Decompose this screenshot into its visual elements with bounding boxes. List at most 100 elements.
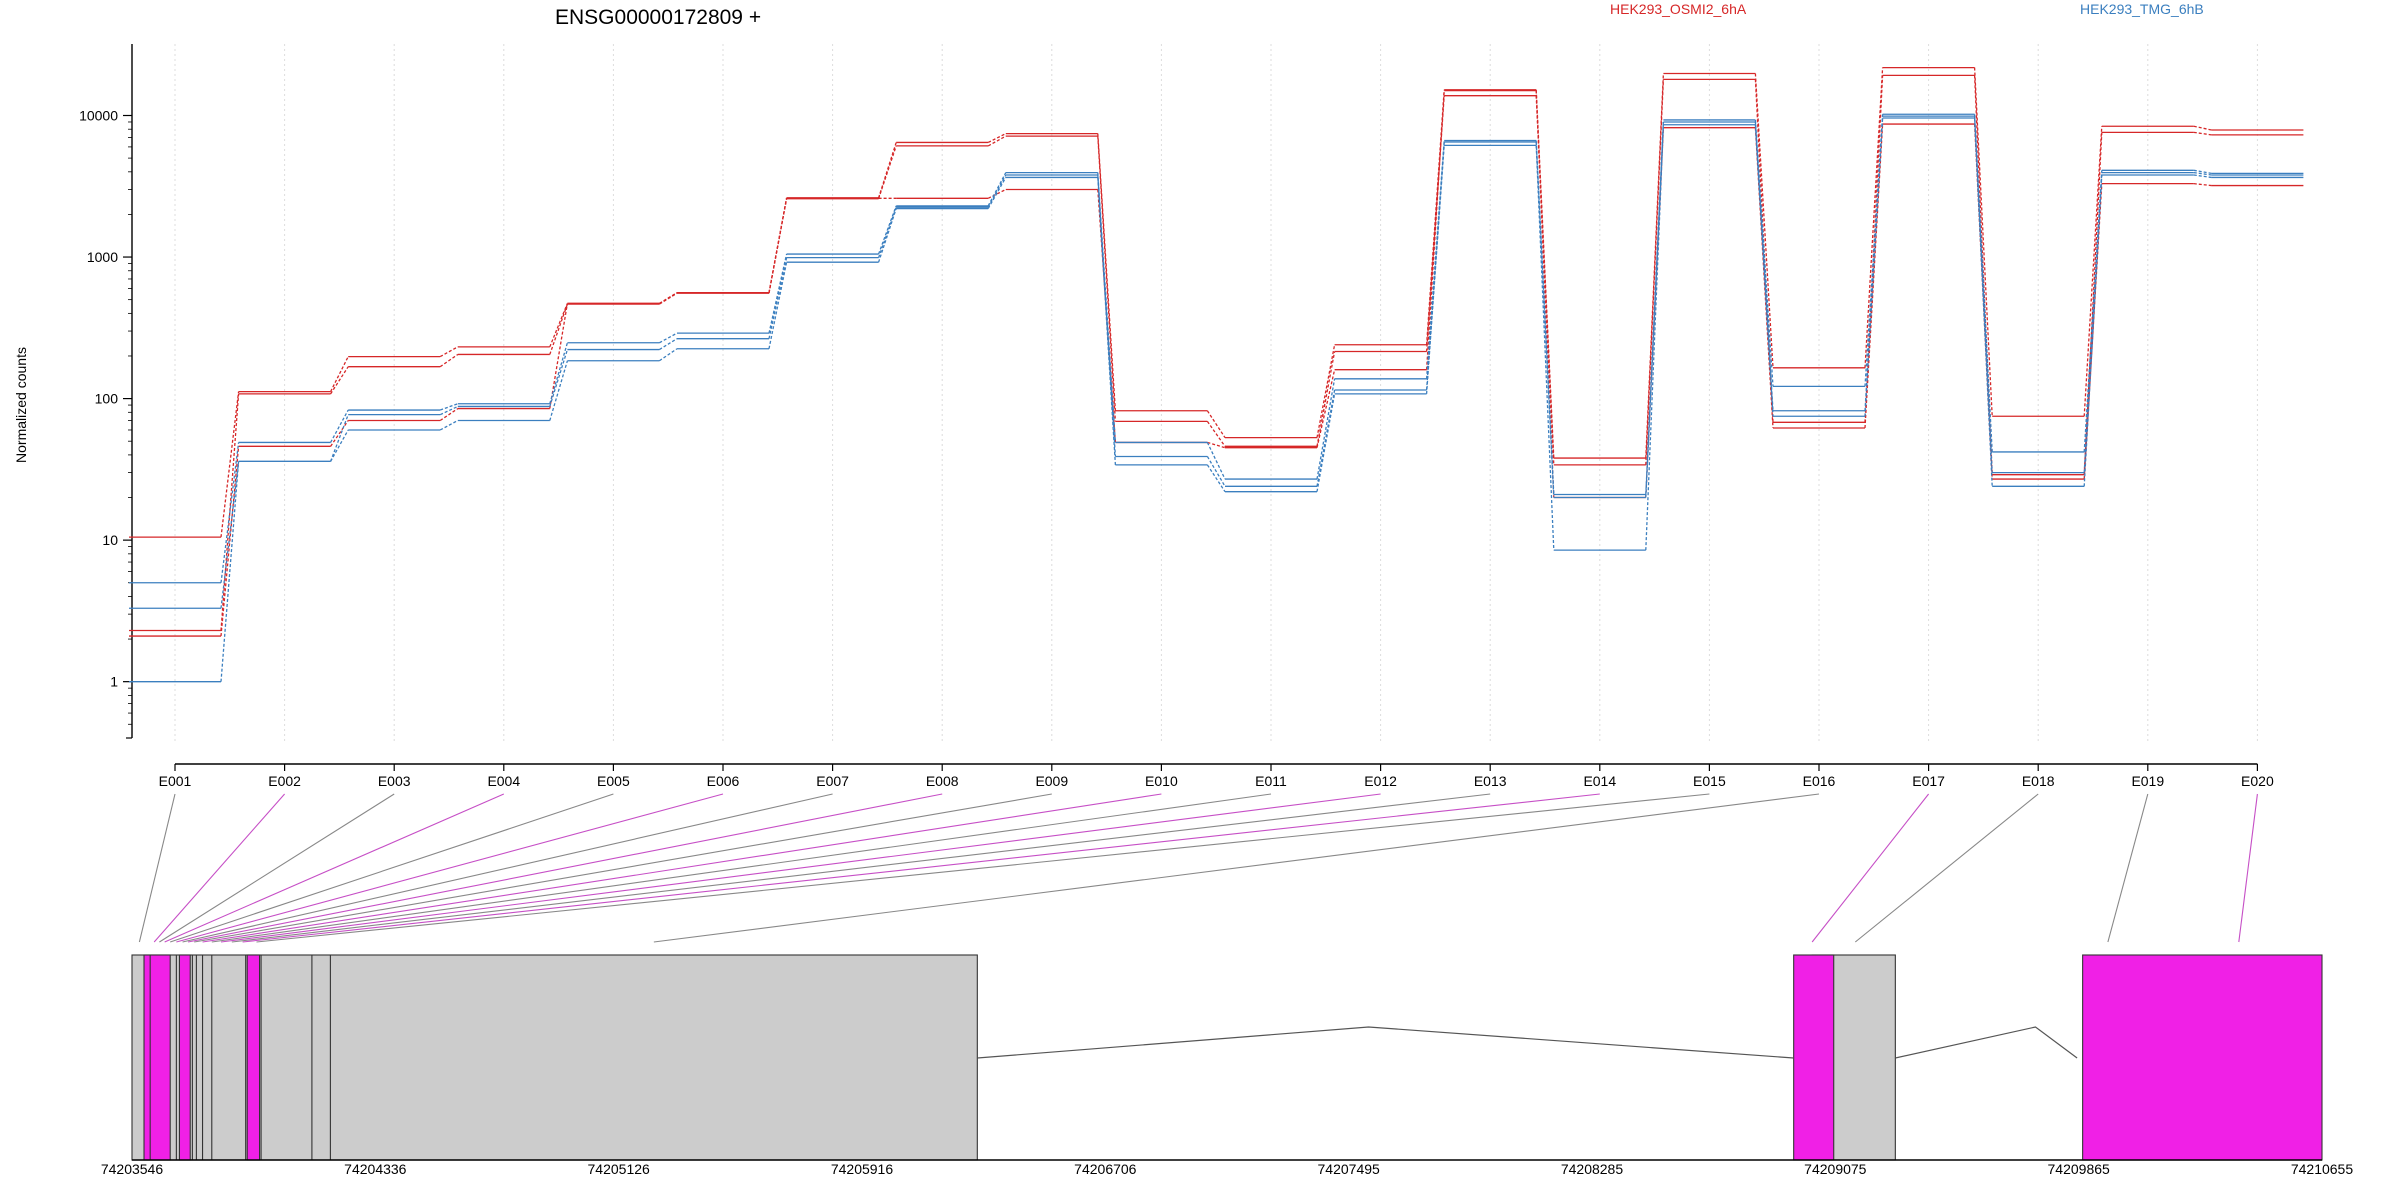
coordinate-label: 74204336 [344, 1161, 407, 1177]
series-link [549, 303, 569, 409]
series-lines [129, 66, 2304, 683]
series-link [1645, 121, 1665, 498]
series-link [877, 142, 897, 199]
series-link [987, 177, 1007, 209]
series-link [987, 172, 1007, 207]
series-link [1097, 136, 1117, 422]
x-tick-label: E019 [2131, 773, 2164, 789]
series-link [2193, 169, 2212, 175]
series-link [330, 356, 349, 392]
series-link [1425, 95, 1445, 352]
series-link [1754, 119, 1774, 387]
series-link [1645, 73, 1665, 459]
x-tick-label: E009 [1035, 773, 1068, 789]
series-link [549, 303, 569, 348]
x-tick-label: E020 [2241, 773, 2274, 789]
series-link [2083, 132, 2103, 475]
series-link [2193, 174, 2212, 179]
chart-title: ENSG00000172809 + [555, 6, 761, 29]
series-link [768, 257, 788, 339]
series-link [1973, 67, 1993, 417]
y-tick-label: 100 [95, 391, 119, 407]
series-link [987, 133, 1007, 144]
series-link [439, 405, 459, 416]
series-link [877, 208, 897, 263]
exon-connector [211, 793, 1272, 943]
series-link [987, 135, 1007, 147]
series-link [329, 414, 349, 462]
series-link [987, 188, 1007, 199]
series-link [877, 206, 897, 258]
x-tick-label: E003 [378, 773, 411, 789]
series-link [1206, 442, 1226, 480]
exon-connector [231, 793, 1491, 943]
series-link [330, 409, 349, 443]
coordinate-label: 74205126 [588, 1161, 651, 1177]
y-axis-label: Normalized counts [13, 347, 29, 463]
coordinate-label: 74209075 [1804, 1161, 1867, 1177]
series-link [1206, 464, 1226, 493]
series-link [1316, 378, 1336, 480]
series-link [1206, 410, 1226, 438]
series-link [2083, 126, 2103, 417]
y-tick-label: 1 [110, 674, 118, 690]
y-tick-label: 1000 [87, 249, 118, 265]
series-link [2193, 183, 2212, 187]
series-link [220, 442, 240, 583]
exon-connector [194, 793, 1052, 943]
exon-connector [159, 793, 395, 943]
series-link [987, 174, 1007, 208]
series-link [1316, 393, 1336, 492]
exon-connector [182, 793, 833, 943]
x-tick-label: E012 [1364, 773, 1397, 789]
exon-connector [164, 793, 505, 943]
exon-connectors [138, 793, 2258, 943]
series-link [1535, 90, 1555, 498]
series-link [330, 420, 349, 447]
y-tick-label: 10000 [79, 108, 118, 124]
exon-block [246, 954, 261, 1161]
series-link [1097, 177, 1117, 465]
series-link [220, 461, 240, 682]
series-link [439, 419, 459, 431]
series-link [768, 253, 788, 334]
exon-connector [256, 793, 1710, 943]
intron-line [1895, 1026, 2078, 1059]
exon-connector [176, 793, 724, 943]
series-link [1645, 124, 1665, 551]
series-link [549, 303, 569, 355]
series [129, 117, 2304, 683]
coordinate-label: 74206706 [1074, 1161, 1137, 1177]
series-link [877, 145, 897, 199]
coordinate-label: 74210655 [2291, 1161, 2354, 1177]
series-link [439, 353, 459, 368]
x-tick-label: E018 [2022, 773, 2055, 789]
series-link [549, 342, 569, 404]
gene-model: 74203546 74204336 74205126 74205916 74206706… [101, 954, 2354, 1177]
series-link [1973, 117, 1993, 487]
series-link [1864, 67, 1884, 368]
x-tick-label: E013 [1474, 773, 1507, 789]
exon-connector [202, 793, 1162, 943]
series-link [549, 360, 569, 421]
series-link [220, 391, 240, 538]
exon-connector [2238, 793, 2258, 943]
series-link [1097, 133, 1117, 411]
axes: E001 E002 E003 E004 E005 E006 E007 E008 E009 E010… [79, 44, 2274, 789]
series-link [1206, 456, 1226, 487]
coordinate-label: 74207495 [1318, 1161, 1381, 1177]
x-tick-label: E001 [159, 773, 192, 789]
vertical-grid [174, 44, 2258, 742]
series-link [439, 346, 459, 358]
series-link [439, 408, 459, 422]
coordinate-label: 74205916 [831, 1161, 894, 1177]
series-link [1316, 369, 1336, 448]
intron-line [977, 1026, 1794, 1059]
series-link [1535, 145, 1555, 551]
exon-block [2082, 954, 2323, 1161]
series-link [1754, 124, 1774, 417]
x-tick-label: E008 [926, 773, 959, 789]
series-link [1535, 141, 1555, 498]
x-tick-label: E014 [1583, 773, 1616, 789]
series-link [1973, 75, 1993, 475]
